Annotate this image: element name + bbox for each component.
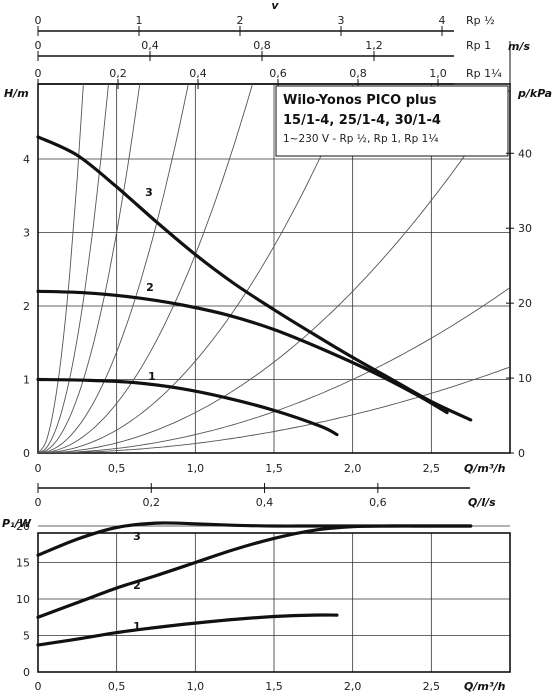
scale-tick-label: 0 — [35, 39, 42, 52]
power-curve-label: 2 — [133, 579, 141, 592]
head-y-tick: 1 — [23, 374, 30, 387]
scale-tick-label: 0,8 — [349, 67, 367, 80]
head-x-tick: 1,5 — [265, 462, 283, 475]
head-x-tick: 0,5 — [108, 462, 126, 475]
power-y-tick: 0 — [23, 666, 30, 679]
power-x-tick: 2,5 — [423, 680, 441, 693]
power-y-tick: 10 — [16, 593, 30, 606]
power-x-tick: 1,5 — [265, 680, 283, 693]
power-x-tick: 0,5 — [108, 680, 126, 693]
scale-tick-label: 0,4 — [189, 67, 207, 80]
power-y-tick: 20 — [16, 520, 30, 533]
system-curve — [38, 84, 354, 453]
head-x-label: Q/m³/h — [464, 462, 506, 475]
head-y-tick: 2 — [23, 300, 30, 313]
chart-subtitle: 1~230 V - Rp ½, Rp 1, Rp 1¼ — [283, 133, 438, 145]
power-chart: 0 0,2 0,4 0,6 Q/l/s 1 2 3 0 5 10 15 20 0 0,5 1,0 1,5 2,0 2… — [2, 483, 511, 693]
head-x-tick: 2,0 — [344, 462, 362, 475]
power-top-tick: 0 — [35, 496, 42, 509]
scale-tick-label: 0,8 — [253, 39, 271, 52]
head-y-tick: 4 — [23, 153, 30, 166]
power-curve-label: 3 — [133, 530, 141, 543]
head-chart: 1 2 3 Wilo-Yonos PICO plus 15/1-4, 25/1-4, 3… — [4, 83, 552, 475]
head-x-tick: 1,0 — [187, 462, 205, 475]
pipe-size-label: Rp 1 — [466, 39, 491, 52]
system-curve — [38, 84, 253, 453]
power-y-label: P₁/W — [2, 517, 32, 530]
power-plot: 1 2 3 0 5 10 15 20 0 0,5 1,0 1,5 2,0 2,5 P₁/W Q/m³/h — [2, 517, 511, 693]
head-y2-tick: 30 — [518, 222, 532, 235]
pipe-size-label: Rp ½ — [466, 14, 495, 27]
scale-tick-label: 1,0 — [429, 67, 447, 80]
head-y-tick: 0 — [23, 447, 30, 460]
power-curve-1 — [36, 613, 339, 647]
head-y-tick: 3 — [23, 227, 30, 240]
head-frame — [37, 83, 511, 454]
chart-title: Wilo-Yonos PICO plus — [283, 93, 437, 108]
head-x-tick: 2,5 — [423, 462, 441, 475]
pipe-size-label: Rp 1¼ — [466, 67, 502, 80]
power-top-tick: 0,6 — [369, 496, 387, 509]
power-top-tick: 0,2 — [143, 496, 161, 509]
power-x-label: Q/m³/h — [464, 680, 506, 693]
scale-tick-label: 2 — [237, 14, 244, 27]
head-curve-label: 1 — [148, 370, 156, 383]
scale-tick-label: 0 — [35, 67, 42, 80]
head-y-label: H/m — [4, 87, 29, 100]
system-curve — [38, 88, 510, 453]
system-curve — [38, 84, 189, 453]
power-y-tick: 15 — [16, 557, 30, 570]
scale-tick-label: 1,2 — [365, 39, 383, 52]
head-curve-label: 3 — [145, 186, 153, 199]
power-frame — [37, 532, 511, 673]
head-y2-tick: 20 — [518, 297, 532, 310]
head-x-tick: 0 — [35, 462, 42, 475]
scale-tick-label: 0,2 — [109, 67, 127, 80]
title-box — [275, 85, 509, 157]
power-top-tick: 0,4 — [256, 496, 274, 509]
power-curve-2 — [36, 524, 473, 619]
power-curve-3 — [36, 521, 473, 557]
head-curve-label: 2 — [146, 281, 154, 294]
head-curve-1 — [36, 377, 339, 437]
power-x-tick: 2,0 — [344, 680, 362, 693]
head-y2-tick: 0 — [518, 447, 525, 460]
scale-unit-top: v — [271, 0, 279, 12]
scale-tick-label: 0,4 — [141, 39, 159, 52]
head-curve-2 — [36, 289, 449, 415]
scale-tick-label: 3 — [338, 14, 345, 27]
head-y2-tick: 10 — [518, 372, 532, 385]
scale-tick-label: 4 — [439, 14, 446, 27]
power-x-tick: 1,0 — [187, 680, 205, 693]
system-curve — [38, 366, 510, 453]
chart-title-line2: 15/1-4, 25/1-4, 30/1-4 — [283, 113, 441, 128]
scale-tick-label: 0 — [35, 14, 42, 27]
power-curve-label: 1 — [133, 620, 141, 633]
power-y-tick: 5 — [23, 630, 30, 643]
head-y2-tick: 40 — [518, 147, 532, 160]
power-top-label: Q/l/s — [468, 496, 496, 509]
scale-unit-right: m/s — [508, 40, 530, 53]
head-y2-label: p/kPa — [517, 87, 552, 100]
velocity-scales: 0 1 2 3 4 Rp ½ 0 0,4 0,8 1,2 Rp 1 0 0,2 0,4 0,6 0,8 1,0 R… — [35, 0, 530, 89]
scale-tick-label: 0,6 — [269, 67, 287, 80]
scale-tick-label: 1 — [136, 14, 143, 27]
head-curve-3 — [36, 135, 473, 422]
power-x-tick: 0 — [35, 680, 42, 693]
